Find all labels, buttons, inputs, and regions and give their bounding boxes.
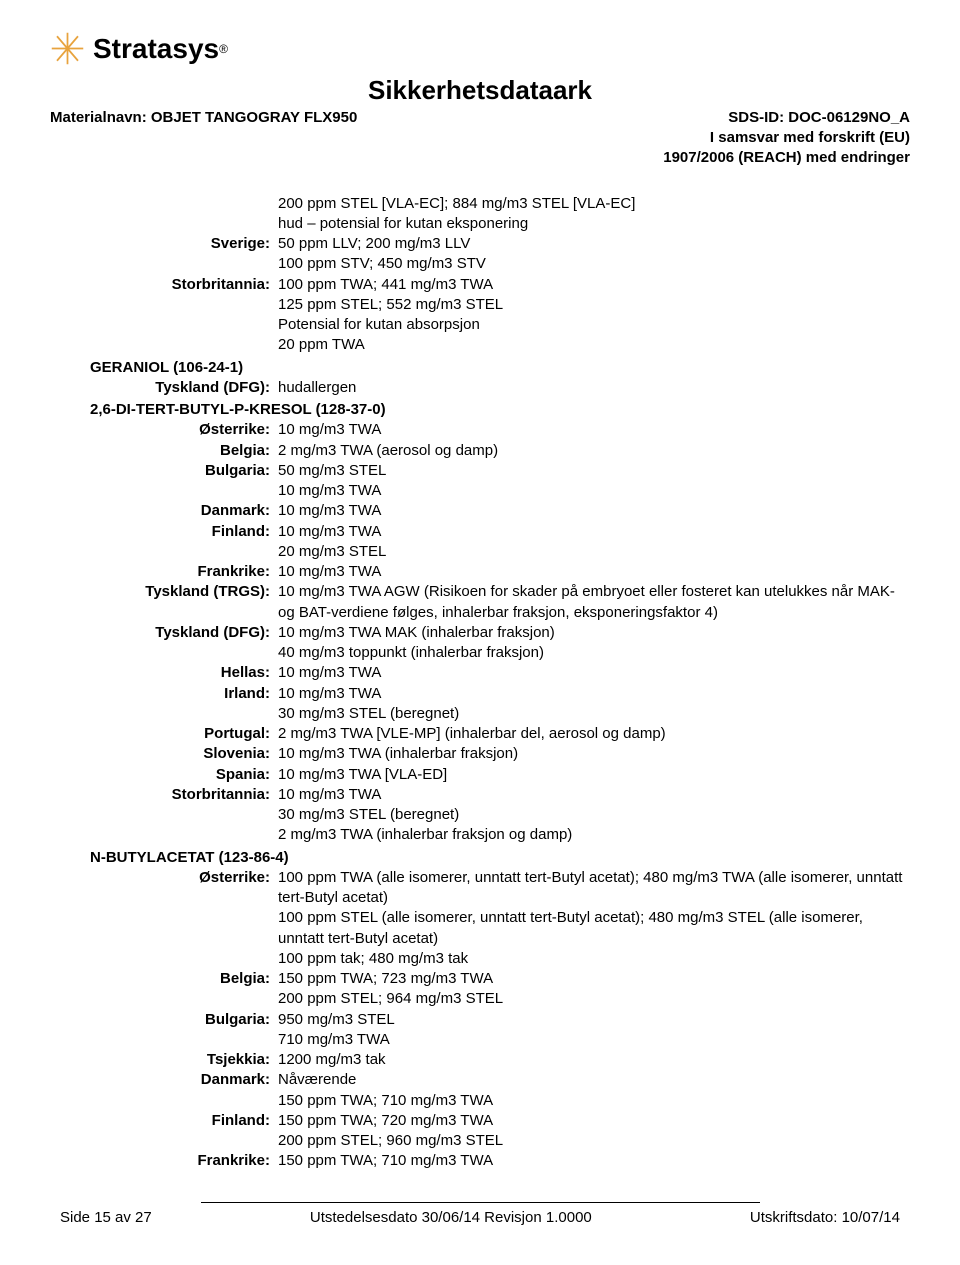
label-storbritannia: Storbritannia: — [90, 785, 278, 805]
label-belgia: Belgia: — [90, 969, 278, 989]
section-geraniol: GERANIOL (106-24-1) — [90, 358, 910, 378]
label-dfg: Tyskland (DFG): — [90, 378, 278, 398]
footer-rule — [201, 1202, 760, 1203]
label-frankrike: Frankrike: — [90, 562, 278, 582]
footer: Side 15 av 27 Utstedelsesdato 30/06/14 R… — [50, 1208, 910, 1228]
company-name: Stratasys — [93, 30, 219, 68]
content: 200 ppm STEL [VLA-EC]; 884 mg/m3 STEL [V… — [50, 194, 910, 1172]
label-hellas: Hellas: — [90, 663, 278, 683]
sds-id-block: SDS-ID: DOC-06129NO_A I samsvar med fors… — [663, 108, 910, 169]
label-sverige: Sverige: — [90, 234, 278, 254]
footer-center: Utstedelsesdato 30/06/14 Revisjon 1.0000 — [310, 1208, 592, 1228]
label-belgia: Belgia: — [90, 441, 278, 461]
section-kresol: 2,6-DI-TERT-BUTYL-P-KRESOL (128-37-0) — [90, 400, 910, 420]
label-storbritannia: Storbritannia: — [90, 275, 278, 295]
label-portugal: Portugal: — [90, 724, 278, 744]
label-finland: Finland: — [90, 1111, 278, 1131]
label-trgs: Tyskland (TRGS): — [90, 582, 278, 602]
label-dfg: Tyskland (DFG): — [90, 623, 278, 643]
label-slovenia: Slovenia: — [90, 744, 278, 764]
label-danmark: Danmark: — [90, 1070, 278, 1090]
label-osterrike: Østerrike: — [90, 420, 278, 440]
label-finland: Finland: — [90, 522, 278, 542]
footer-left: Side 15 av 27 — [60, 1208, 152, 1228]
label-danmark: Danmark: — [90, 501, 278, 521]
label-tsjekkia: Tsjekkia: — [90, 1050, 278, 1070]
label-frankrike: Frankrike: — [90, 1151, 278, 1171]
footer-right: Utskriftsdato: 10/07/14 — [750, 1208, 900, 1228]
section-nbutyl: N-BUTYLACETAT (123-86-4) — [90, 848, 910, 868]
material-name: Materialnavn: OBJET TANGOGRAY FLX950 — [50, 108, 357, 169]
company-logo: Stratasys ® — [50, 30, 228, 68]
label-bulgaria: Bulgaria: — [90, 461, 278, 481]
label-irland: Irland: — [90, 684, 278, 704]
doc-title: Sikkerhetsdataark — [50, 73, 910, 108]
label-spania: Spania: — [90, 765, 278, 785]
label-bulgaria: Bulgaria: — [90, 1010, 278, 1030]
label-osterrike: Østerrike: — [90, 868, 278, 888]
